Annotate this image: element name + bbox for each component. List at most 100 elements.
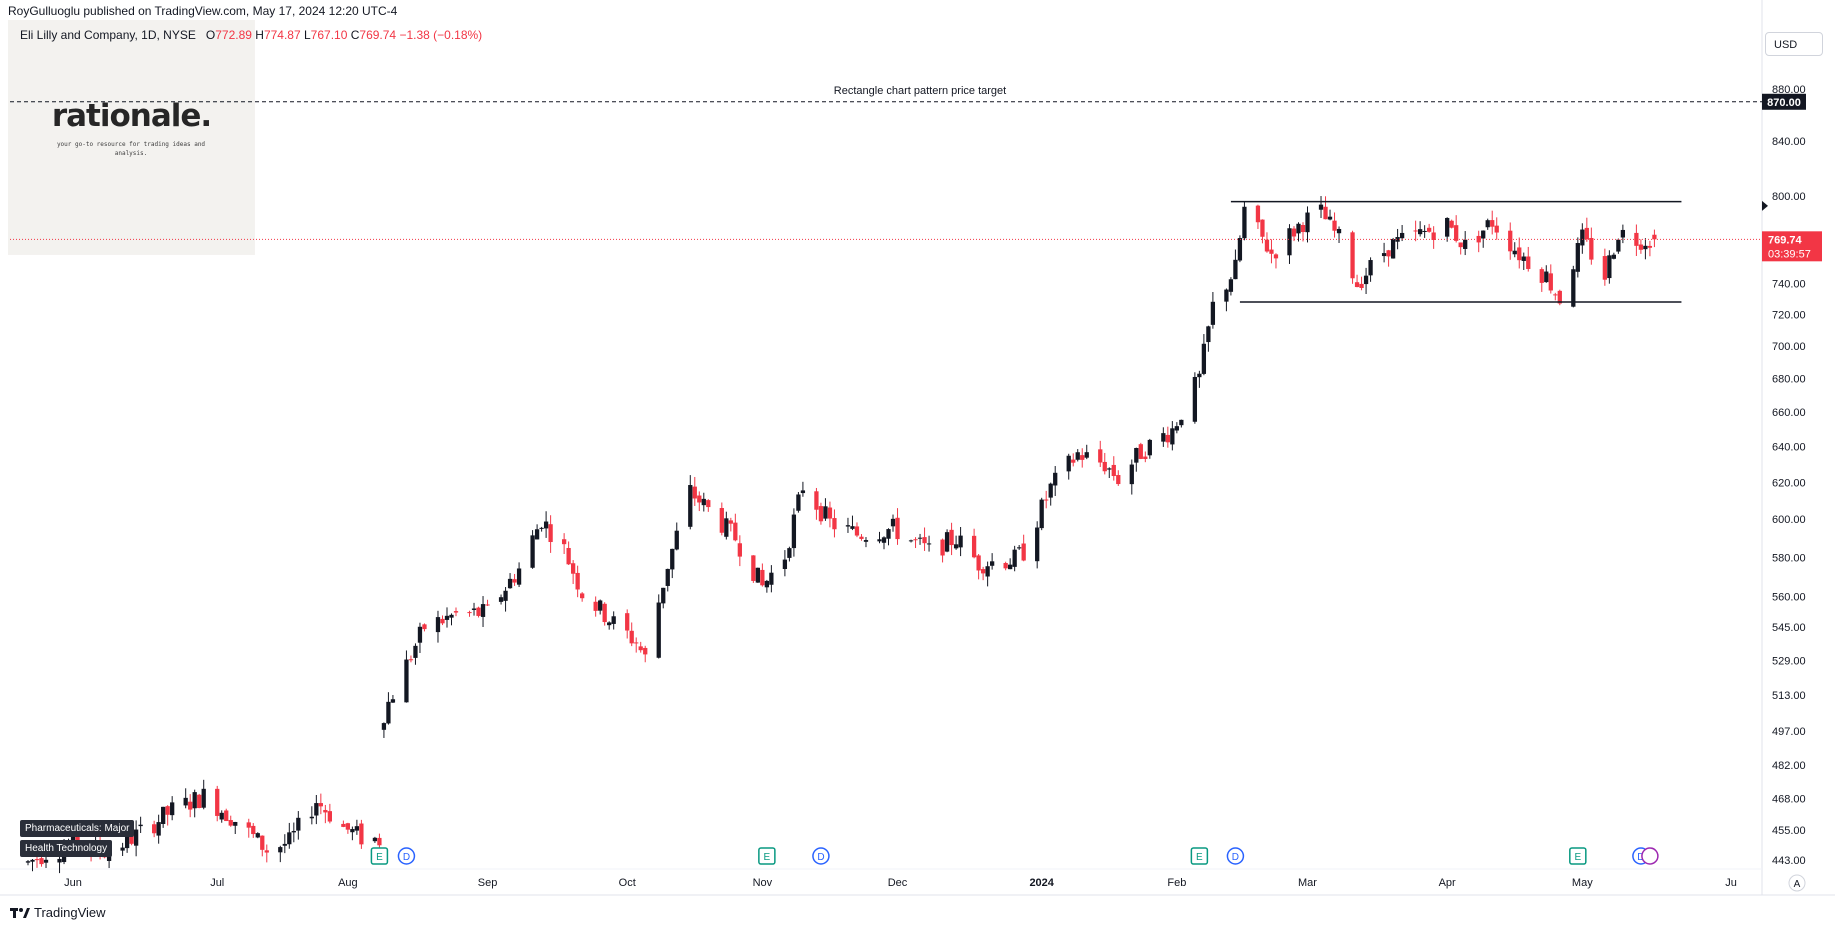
candle-body (980, 569, 986, 574)
candle-body (800, 490, 806, 494)
candle-body (1395, 237, 1400, 242)
rationale-logo: rationale. (51, 98, 212, 134)
candle-body (602, 603, 607, 623)
candle-body (1607, 255, 1612, 279)
candle-body (908, 540, 914, 542)
symbol-name[interactable]: Eli Lilly and Company, 1D, NYSE (20, 28, 196, 42)
candle-body (1589, 237, 1594, 260)
candle-body (913, 539, 918, 541)
y-tick-label: 740.00 (1772, 279, 1806, 291)
y-tick-label: 700.00 (1772, 341, 1806, 353)
candle-body (57, 858, 62, 863)
candle-body (1449, 220, 1454, 228)
candle-body (106, 854, 112, 861)
candle-body (706, 500, 711, 508)
candle-body (1616, 239, 1621, 252)
candle-body (1053, 472, 1058, 486)
candle-body (611, 616, 616, 624)
candle-body (480, 604, 486, 617)
candle-body (638, 646, 643, 651)
candle-body (665, 568, 670, 586)
candle-body (476, 607, 481, 616)
candle-body (381, 723, 387, 730)
candle-body (1179, 419, 1184, 426)
candle-body (818, 506, 824, 522)
candle-body (670, 548, 675, 570)
candle-body (598, 600, 603, 611)
candle-body (1323, 206, 1328, 220)
candle-body (751, 555, 756, 581)
candle-body (1643, 245, 1648, 250)
candle-body (1260, 219, 1265, 237)
earnings-icon (1569, 847, 1587, 865)
y-tick-label: 482.00 (1772, 760, 1806, 772)
candle-body (309, 816, 314, 819)
high-value: 774.87 (263, 28, 301, 42)
candle-body (485, 604, 490, 606)
candle-body (1517, 247, 1522, 261)
candle-body (246, 822, 251, 828)
candle-body (886, 529, 891, 539)
tradingview-logo-icon (10, 907, 30, 918)
candle-body (787, 548, 792, 558)
low-label: L (303, 28, 311, 42)
candle-body (1390, 239, 1396, 259)
candle-body (719, 508, 724, 533)
candle-body (1490, 220, 1495, 227)
candle-body (215, 788, 220, 816)
low-value: 767.10 (310, 28, 348, 42)
candle-body (1242, 206, 1247, 239)
candle-body (760, 569, 765, 586)
candle-body (1620, 229, 1626, 238)
candle-body (1071, 459, 1076, 463)
earnings-icon-label: E (764, 852, 771, 863)
candle-body (548, 524, 553, 543)
candle-body (971, 535, 977, 558)
candle-body (390, 699, 396, 703)
candle-body (1647, 245, 1653, 248)
candle-body (958, 535, 963, 548)
candle-body (1003, 562, 1008, 569)
candle-body (629, 630, 634, 644)
dividend-icon (397, 847, 416, 865)
candle-body (1458, 242, 1463, 248)
candle-body (534, 529, 540, 540)
candle-body (43, 859, 49, 863)
candle-body (1138, 444, 1143, 459)
x-tick-label: May (1572, 877, 1593, 889)
target-label: Rectangle chart pattern price target (834, 85, 1006, 97)
candle-body (1413, 230, 1418, 232)
candle-body (408, 659, 414, 661)
candle-body (1652, 234, 1657, 240)
y-tick-label: 800.00 (1772, 191, 1806, 203)
candle-body (516, 568, 522, 585)
x-tick-label: Mar (1298, 877, 1317, 889)
x-tick-label: Aug (338, 877, 358, 889)
candle-body (1521, 256, 1526, 261)
dividend-icon-label: D (817, 852, 824, 863)
candle-body (917, 537, 923, 539)
candle-body (1206, 326, 1211, 343)
candle-body (201, 788, 206, 808)
sector-badge-industry[interactable]: Pharmaceuticals: Major (20, 820, 135, 837)
auto-scale-button (1788, 874, 1806, 892)
candle-body (944, 532, 950, 552)
sector-badge-sector[interactable]: Health Technology (20, 840, 113, 857)
candle-body (1363, 275, 1369, 285)
candle-body (287, 832, 292, 845)
dividend-icon-label: D (403, 852, 410, 863)
y-tick-label: 880.00 (1772, 84, 1806, 96)
candle-body (1332, 220, 1337, 231)
tradingview-footer[interactable]: TradingView (10, 905, 106, 920)
candle-body (1084, 452, 1089, 458)
candle-body (661, 587, 666, 604)
candle-body (1544, 271, 1549, 283)
candle-body (341, 823, 346, 827)
candle-body (796, 494, 801, 511)
candle-body (688, 485, 693, 527)
candle-body (34, 859, 40, 861)
currency-button[interactable]: USD (1765, 32, 1823, 56)
candle-body (1044, 499, 1049, 501)
y-tick-label: 468.00 (1772, 793, 1806, 805)
